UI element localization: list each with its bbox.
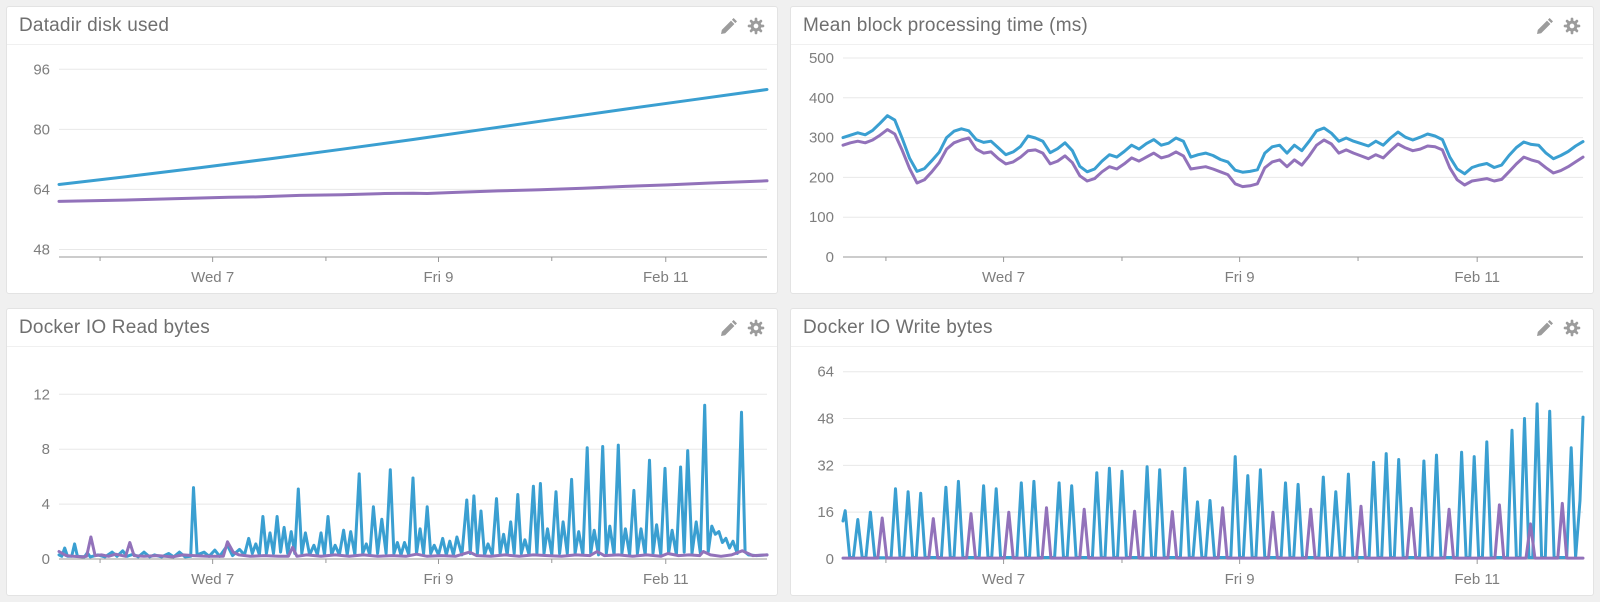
svg-text:Fri 9: Fri 9 — [1225, 571, 1255, 588]
pencil-icon — [1537, 17, 1553, 34]
svg-text:200: 200 — [809, 169, 834, 186]
datadir-disk-used-chart[interactable]: 48 64 80 96 Wed 7 Fri 9 Feb 11 — [7, 45, 777, 293]
docker-io-write-bytes-chart[interactable]: 0 16 32 48 64 Wed 7 Fri 9 Feb 11 — [791, 347, 1593, 595]
series-line-blue — [841, 402, 1585, 560]
chart-canvas[interactable]: 0 16 32 48 64 Wed 7 Fri 9 Feb 11 — [791, 347, 1593, 595]
series-line-blue — [841, 114, 1585, 176]
svg-text:Feb 11: Feb 11 — [1454, 571, 1500, 588]
svg-text:32: 32 — [817, 457, 834, 474]
svg-text:Feb 11: Feb 11 — [643, 571, 689, 588]
svg-text:300: 300 — [809, 130, 834, 147]
panel-title: Docker IO Read bytes — [19, 316, 210, 338]
chart-canvas[interactable]: 0 100 200 300 400 500 Wed 7 Fri 9 Feb 11 — [791, 45, 1593, 293]
x-axis-labels: Wed 7 Fri 9 Feb 11 — [982, 269, 1500, 286]
series-line-blue — [57, 403, 769, 559]
svg-text:Feb 11: Feb 11 — [643, 269, 689, 286]
gear-icon — [1563, 319, 1581, 336]
pencil-icon — [721, 17, 737, 34]
chart-canvas[interactable]: 48 64 80 96 Wed 7 Fri 9 Feb 11 — [7, 45, 777, 293]
panel-mean-block-processing-time: Mean block processing time (ms) 0 100 200 3… — [790, 6, 1594, 294]
svg-text:Feb 11: Feb 11 — [1454, 269, 1500, 286]
svg-text:12: 12 — [33, 386, 50, 403]
svg-text:80: 80 — [33, 121, 50, 138]
series-line-purple — [841, 128, 1585, 189]
panel-title: Docker IO Write bytes — [803, 316, 993, 338]
svg-text:Fri 9: Fri 9 — [423, 269, 453, 286]
x-axis-labels: Wed 7 Fri 9 Feb 11 — [191, 269, 688, 286]
panel-settings-button[interactable] — [747, 17, 765, 35]
panel-title: Mean block processing time (ms) — [803, 14, 1088, 36]
panel-edit-button[interactable] — [720, 17, 738, 35]
svg-text:0: 0 — [42, 551, 50, 568]
svg-text:500: 500 — [809, 50, 834, 67]
svg-text:16: 16 — [817, 504, 834, 521]
mean-block-processing-time-chart[interactable]: 0 100 200 300 400 500 Wed 7 Fri 9 Feb 11 — [791, 45, 1593, 293]
chart-canvas[interactable]: 0 4 8 12 Wed 7 Fri 9 Feb 11 — [7, 347, 777, 595]
svg-text:48: 48 — [817, 411, 834, 428]
panel-actions — [720, 17, 765, 35]
x-axis — [59, 256, 767, 262]
svg-text:400: 400 — [809, 90, 834, 107]
svg-text:Wed 7: Wed 7 — [191, 269, 234, 286]
svg-text:Wed 7: Wed 7 — [191, 571, 234, 588]
panel-title: Datadir disk used — [19, 14, 170, 36]
pencil-icon — [1537, 319, 1553, 336]
panel-header: Mean block processing time (ms) — [791, 7, 1593, 45]
panel-docker-io-write-bytes: Docker IO Write bytes 0 16 32 48 64 Wed 7 Fri … — [790, 308, 1594, 596]
panel-settings-button[interactable] — [747, 319, 765, 337]
y-axis-labels: 48 64 80 96 — [33, 61, 50, 258]
gridlines — [59, 68, 767, 250]
series-line-purple — [841, 501, 1585, 560]
panel-edit-button[interactable] — [1536, 17, 1554, 35]
svg-text:Fri 9: Fri 9 — [423, 571, 453, 588]
svg-text:Wed 7: Wed 7 — [982, 571, 1025, 588]
svg-text:Fri 9: Fri 9 — [1225, 269, 1255, 286]
y-axis-labels: 0 4 8 12 — [33, 386, 50, 568]
svg-text:64: 64 — [817, 364, 834, 381]
panel-settings-button[interactable] — [1563, 319, 1581, 337]
y-axis-labels: 0 16 32 48 64 — [817, 364, 834, 568]
svg-text:100: 100 — [809, 209, 834, 226]
gear-icon — [1563, 17, 1581, 34]
svg-text:0: 0 — [826, 249, 834, 266]
x-axis — [843, 256, 1583, 262]
series-line-purple — [57, 179, 769, 203]
panel-edit-button[interactable] — [720, 319, 738, 337]
panel-settings-button[interactable] — [1563, 17, 1581, 35]
gear-icon — [747, 319, 765, 336]
panel-actions — [720, 319, 765, 337]
panel-header: Docker IO Write bytes — [791, 309, 1593, 347]
x-axis — [59, 558, 767, 564]
x-axis — [843, 558, 1583, 564]
docker-io-read-bytes-chart[interactable]: 0 4 8 12 Wed 7 Fri 9 Feb 11 — [7, 347, 777, 595]
svg-text:8: 8 — [42, 441, 50, 458]
svg-text:64: 64 — [33, 181, 50, 198]
svg-text:Wed 7: Wed 7 — [982, 269, 1025, 286]
svg-text:4: 4 — [42, 496, 50, 513]
panel-header: Docker IO Read bytes — [7, 309, 777, 347]
panel-actions — [1536, 17, 1581, 35]
gear-icon — [747, 17, 765, 34]
gridlines — [843, 57, 1583, 258]
panel-docker-io-read-bytes: Docker IO Read bytes 0 4 8 12 Wed 7 Fri 9 Feb … — [6, 308, 778, 596]
panel-datadir-disk-used: Datadir disk used 48 64 80 96 Wed 7 Fri 9 Feb … — [6, 6, 778, 294]
svg-text:48: 48 — [33, 241, 50, 258]
x-axis-labels: Wed 7 Fri 9 Feb 11 — [191, 571, 688, 588]
x-axis-labels: Wed 7 Fri 9 Feb 11 — [982, 571, 1500, 588]
panel-actions — [1536, 319, 1581, 337]
series-line-blue — [57, 88, 769, 186]
pencil-icon — [721, 319, 737, 336]
panel-edit-button[interactable] — [1536, 319, 1554, 337]
series-line-purple — [57, 535, 769, 559]
panel-header: Datadir disk used — [7, 7, 777, 45]
svg-text:0: 0 — [826, 551, 834, 568]
y-axis-labels: 0 100 200 300 400 500 — [809, 50, 834, 266]
svg-text:96: 96 — [33, 61, 50, 78]
